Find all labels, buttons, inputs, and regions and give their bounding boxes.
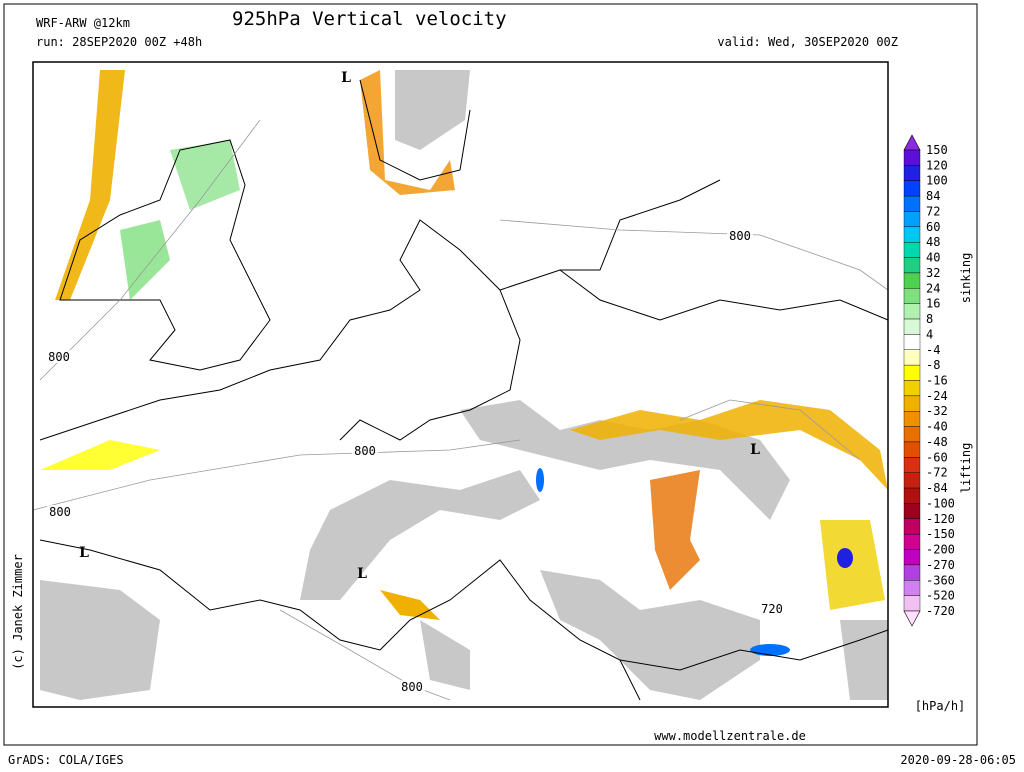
colorbar-tick-label: -72 (926, 466, 948, 480)
colorbar-segment (903, 564, 921, 581)
colorbar-tick-label: -4 (926, 343, 940, 357)
lifting-label: lifting (959, 443, 973, 494)
colorbar-tick-label: -16 (926, 374, 948, 388)
colorbar-tick-label: 8 (926, 312, 933, 326)
timestamp: 2020-09-28-06:05 (900, 753, 1016, 767)
velocity-field (40, 70, 888, 656)
contour-label: 800 (354, 444, 376, 458)
colorbar-segment (903, 257, 921, 274)
contour-label-box (759, 602, 785, 615)
colorbar-tick-label: 16 (926, 297, 940, 311)
colorbar-segment (903, 318, 921, 335)
low-pressure-label: L (357, 566, 367, 582)
map: L L L L 800 800 800 800 720 800 (32, 61, 889, 708)
software: GrADS: COLA/IGES (8, 753, 124, 767)
unit-label: [hPa/h] (915, 699, 966, 713)
sinking-label: sinking (959, 253, 973, 304)
colorbar-segment (903, 503, 921, 519)
colorbar-segment (903, 457, 921, 473)
colorbar-tick-label: 48 (926, 235, 940, 249)
contour-label-box (352, 444, 378, 457)
contour-label-box (727, 229, 753, 242)
contour-label: 720 (761, 602, 783, 616)
contour-label-box (46, 350, 72, 363)
map-frame (32, 61, 889, 708)
colorbar-tick-label: 72 (926, 204, 940, 218)
colorbar-tick-label: -60 (926, 450, 948, 464)
contour-label: 800 (729, 229, 751, 243)
isobars (32, 119, 889, 701)
colorbar-tick-label: -120 (926, 512, 955, 526)
colorbar-segment (903, 411, 921, 427)
run-time: run: 28SEP2020 00Z +48h (36, 35, 202, 49)
colorbar-segment (903, 395, 921, 412)
colorbar-tick-label: -720 (926, 604, 955, 618)
low-pressure-label: L (341, 70, 351, 86)
colorbar-tick-label: 60 (926, 220, 940, 234)
colorbar-segment (903, 595, 921, 612)
colorbar-segment (903, 288, 921, 304)
colorbar-segment (903, 241, 921, 258)
colorbar-segment (903, 580, 921, 596)
colorbar-tick-label: -48 (926, 435, 948, 449)
colorbar-tick-label: 150 (926, 143, 948, 157)
low-pressure-label: L (79, 545, 89, 561)
contour-label: 800 (49, 505, 71, 519)
map-labels: L L L L 800 800 800 800 720 800 (46, 70, 785, 694)
colorbar-segment (903, 334, 921, 350)
colorbar-segment (903, 441, 921, 458)
colorbar: 150120100847260484032241684-4-8-16-24-32… (903, 134, 955, 627)
colorbar-segment (903, 226, 921, 243)
colorbar-tick-label: 4 (926, 327, 933, 341)
colorbar-tick-label: -270 (926, 558, 955, 572)
colorbar-tick-label: -40 (926, 420, 948, 434)
colorbar-segment (903, 180, 921, 197)
colorbar-tick-label: -100 (926, 496, 955, 510)
colorbar-segment (903, 349, 921, 366)
valid-time: valid: Wed, 30SEP2020 00Z (717, 35, 898, 49)
colorbar-segment (903, 303, 921, 320)
colorbar-segment (903, 549, 921, 566)
colorbar-segment (903, 211, 921, 228)
colorbar-segment (903, 195, 921, 212)
contour-label: 800 (48, 350, 70, 364)
colorbar-tick-label: 24 (926, 281, 940, 295)
colorbar-tick-label: -520 (926, 589, 955, 603)
contour-label: 800 (401, 680, 423, 694)
colorbar-segment (903, 165, 921, 181)
colorbar-tick-label: -84 (926, 481, 948, 495)
low-pressure-label: L (750, 442, 760, 458)
terrain-mask (40, 70, 888, 700)
colorbar-segment (903, 426, 921, 443)
colorbar-segment (903, 472, 921, 489)
model-name: WRF-ARW @12km (36, 16, 130, 30)
colorbar-segment (903, 272, 921, 289)
colorbar-triangle (903, 610, 921, 627)
colorbar-tick-label: -150 (926, 527, 955, 541)
colorbar-tick-label: -200 (926, 543, 955, 557)
colorbar-tick-label: -360 (926, 573, 955, 587)
outer-frame (3, 3, 978, 746)
coastlines (39, 79, 889, 701)
colorbar-tick-label: -24 (926, 389, 948, 403)
map-title: 925hPa Vertical velocity (232, 8, 507, 30)
contour-label-box (47, 505, 73, 518)
colorbar-tick-label: 40 (926, 251, 940, 265)
colorbar-tick-label: -32 (926, 404, 948, 418)
colorbar-segment (903, 518, 921, 535)
colorbar-tick-label: 32 (926, 266, 940, 280)
colorbar-segment (903, 149, 921, 166)
website: www.modellzentrale.de (654, 729, 806, 743)
colorbar-segment (903, 364, 921, 381)
colorbar-segment (903, 487, 921, 504)
colorbar-tick-label: 84 (926, 189, 940, 203)
colorbar-tick-label: 120 (926, 158, 948, 172)
colorbar-segment (903, 380, 921, 397)
copyright: (c) Janek Zimmer (11, 554, 25, 670)
colorbar-tick-label: -8 (926, 358, 940, 372)
colorbar-segment (903, 533, 921, 550)
contour-label-box (399, 680, 425, 693)
colorbar-tick-label: 100 (926, 174, 948, 188)
